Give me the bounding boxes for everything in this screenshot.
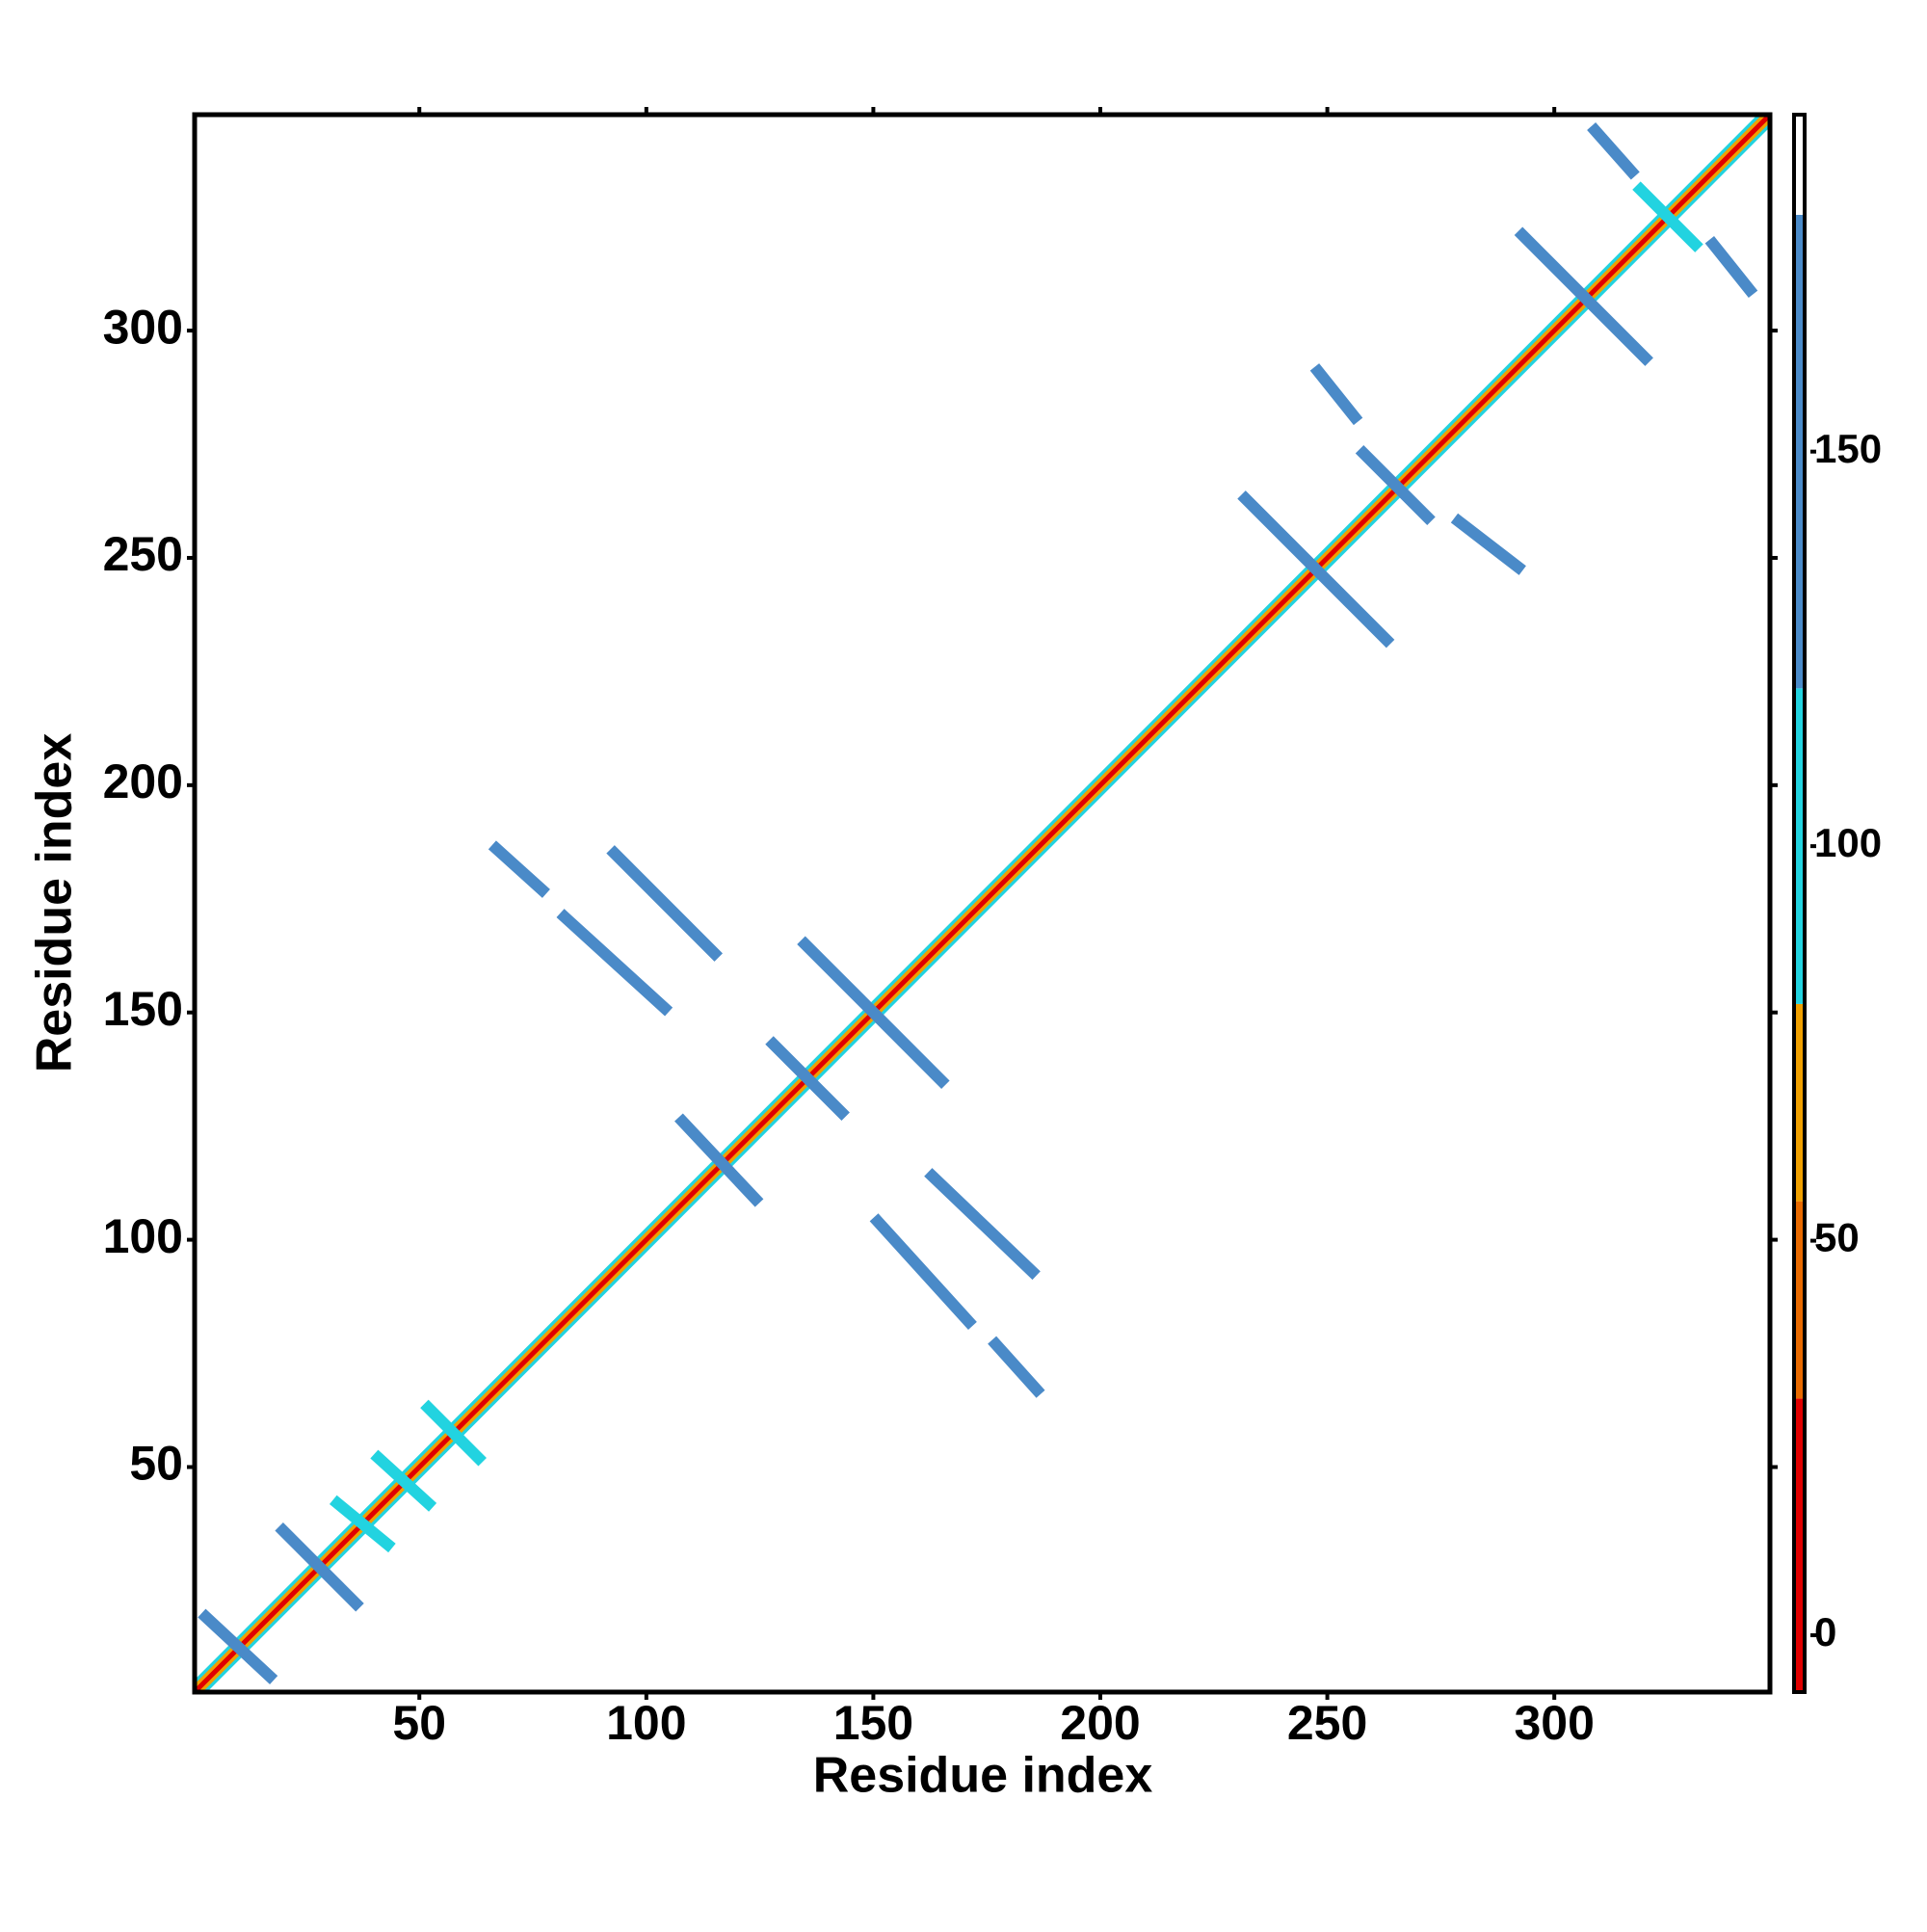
contact-stripe [275, 1522, 364, 1612]
contact-stripe [1355, 444, 1436, 525]
contact-stripe [1237, 490, 1395, 648]
x-tick-label: 200 [1060, 1696, 1140, 1750]
contact-stripe [606, 845, 723, 962]
contact-stripe [193, 113, 1767, 1689]
contact-stripe [1309, 363, 1363, 426]
contact-stripe [420, 1399, 487, 1467]
x-tick-label: 250 [1287, 1696, 1367, 1750]
contact-stripe [924, 1168, 1041, 1281]
x-axis-title: Residue index [813, 1748, 1153, 1804]
x-tick-label: 100 [606, 1696, 686, 1750]
x-tick-label: 300 [1514, 1696, 1594, 1750]
contact-stripe [1450, 513, 1526, 575]
contact-stripe [1587, 122, 1640, 180]
colorbar-tick-label: 50 [1814, 1215, 1860, 1260]
x-tick-label: 50 [392, 1696, 446, 1750]
y-tick-label: 200 [103, 754, 183, 808]
colorbar-frame [1792, 113, 1807, 1694]
contact-stripe [797, 936, 950, 1089]
y-tick-label: 300 [103, 300, 183, 354]
contact-stripe [198, 118, 1772, 1694]
colorbar-tick-label: 0 [1814, 1609, 1836, 1654]
contact-stripe [202, 122, 1772, 1694]
contact-stripe [869, 1213, 977, 1330]
y-tick-label: 100 [103, 1209, 183, 1263]
contact-stripe [370, 1449, 437, 1512]
colorbar-band [1794, 1398, 1805, 1692]
colorbar-band [1794, 115, 1805, 216]
contact-stripe [193, 113, 1772, 1694]
contact-stripe [988, 1336, 1045, 1398]
colorbar-tick-label: 150 [1814, 426, 1882, 471]
contact-stripe [329, 1495, 396, 1553]
colorbar-band [1794, 688, 1805, 1004]
y-tick-label: 50 [129, 1437, 183, 1491]
contact-stripe [1514, 226, 1653, 366]
y-tick-label: 250 [103, 527, 183, 581]
contact-stripe [674, 1113, 764, 1207]
contact-stripe [556, 909, 673, 1017]
x-tick-label: 150 [833, 1696, 913, 1750]
colorbar-band [1794, 1201, 1805, 1399]
contact-stripe [765, 1036, 850, 1121]
contact-stripe [193, 113, 1762, 1684]
contact-stripe [1704, 236, 1758, 299]
y-tick-label: 150 [103, 982, 183, 1036]
colorbar-band [1794, 1003, 1805, 1202]
y-axis-title: Residue index [27, 733, 83, 1073]
colorbar-tick-label: 100 [1814, 820, 1882, 865]
contact-stripe [488, 840, 550, 898]
contact-stripe [198, 1608, 278, 1684]
plot-frame [192, 112, 1773, 1695]
contact-stripe [1632, 181, 1703, 252]
colorbar-band [1794, 215, 1805, 689]
